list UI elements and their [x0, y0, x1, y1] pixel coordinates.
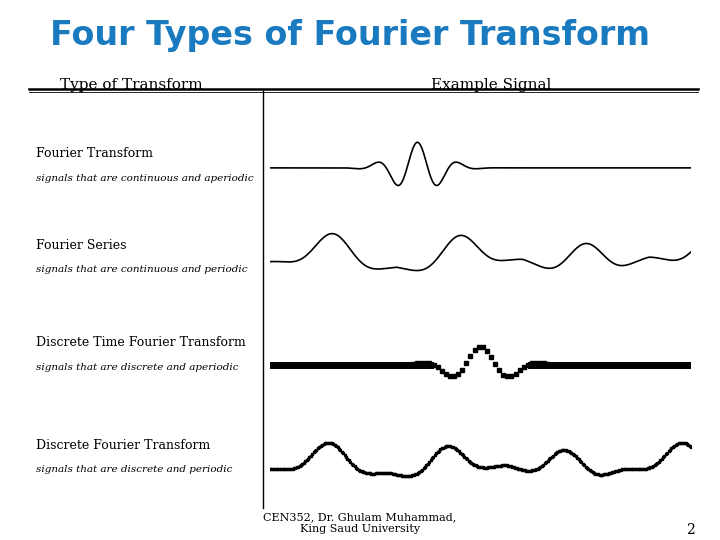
Text: CEN352, Dr. Ghulam Muhammad,
King Saud University: CEN352, Dr. Ghulam Muhammad, King Saud U…	[264, 512, 456, 534]
Text: signals that are discrete and aperiodic: signals that are discrete and aperiodic	[36, 363, 238, 372]
Text: Example Signal: Example Signal	[431, 78, 552, 92]
Text: Fourier Transform: Fourier Transform	[36, 147, 153, 160]
Text: 2: 2	[686, 523, 695, 537]
Text: signals that are discrete and periodic: signals that are discrete and periodic	[36, 465, 233, 474]
Text: signals that are continuous and aperiodic: signals that are continuous and aperiodi…	[36, 174, 253, 183]
Text: Four Types of Fourier Transform: Four Types of Fourier Transform	[50, 19, 650, 52]
Text: Discrete Fourier Transform: Discrete Fourier Transform	[36, 439, 210, 452]
Text: Discrete Time Fourier Transform: Discrete Time Fourier Transform	[36, 336, 246, 349]
Text: Fourier Series: Fourier Series	[36, 239, 127, 252]
Text: Type of Transform: Type of Transform	[60, 78, 203, 92]
Text: signals that are continuous and periodic: signals that are continuous and periodic	[36, 266, 248, 274]
